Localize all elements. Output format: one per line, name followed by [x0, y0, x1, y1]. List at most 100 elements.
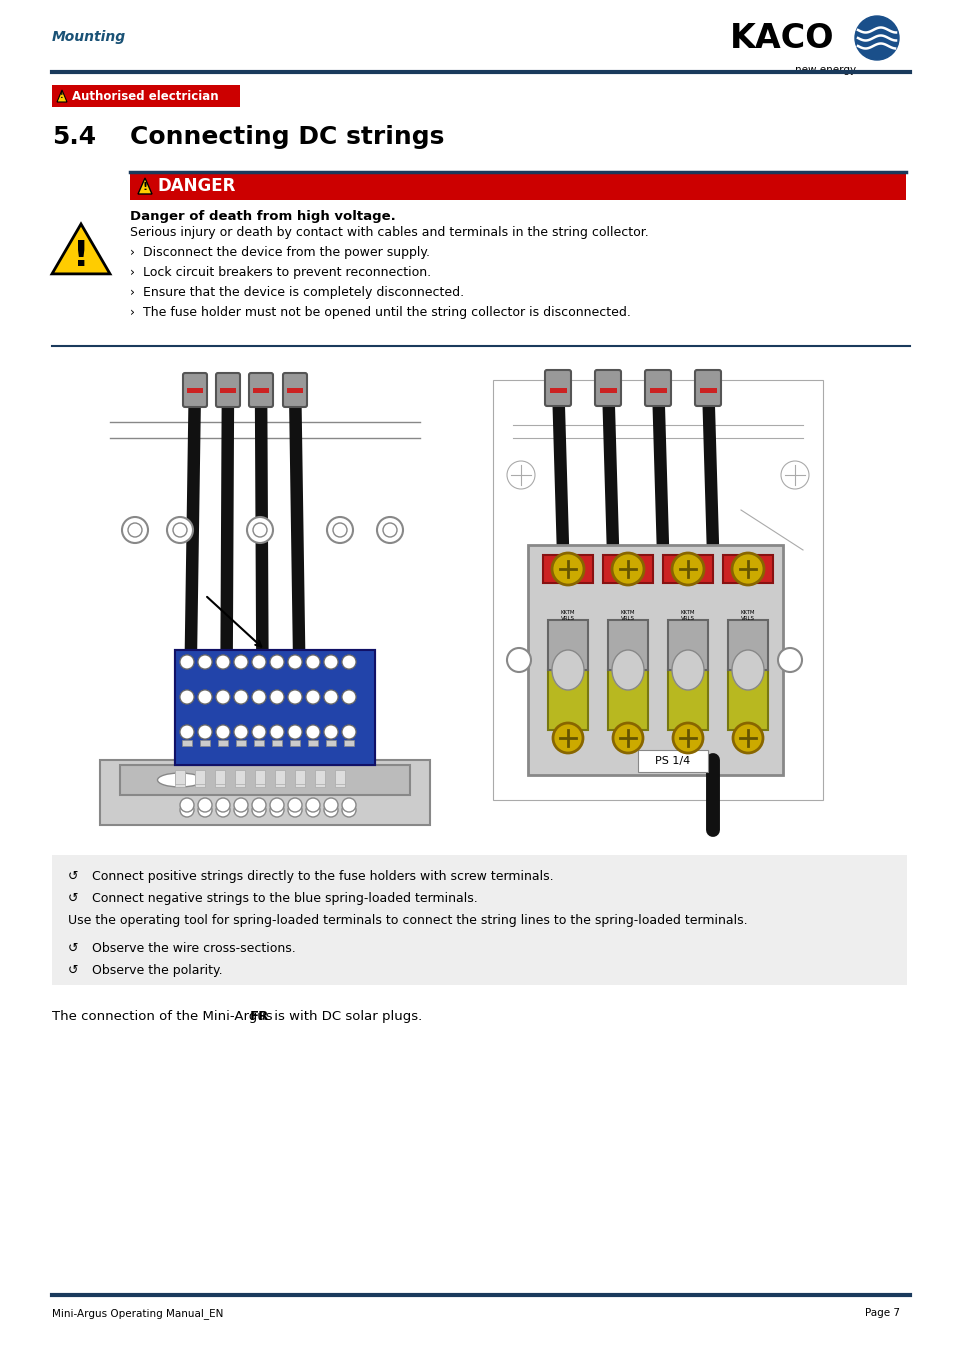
FancyBboxPatch shape: [542, 555, 593, 583]
FancyBboxPatch shape: [254, 769, 265, 784]
FancyBboxPatch shape: [314, 774, 325, 787]
Circle shape: [288, 690, 302, 703]
Polygon shape: [57, 90, 67, 103]
Circle shape: [506, 648, 531, 672]
FancyBboxPatch shape: [547, 620, 587, 670]
FancyBboxPatch shape: [294, 774, 305, 787]
Text: Page 7: Page 7: [864, 1308, 899, 1318]
Circle shape: [252, 690, 266, 703]
Circle shape: [198, 690, 212, 703]
Text: The connection of the Mini-Argus: The connection of the Mini-Argus: [52, 1010, 276, 1023]
FancyBboxPatch shape: [274, 769, 285, 784]
Text: DANGER: DANGER: [158, 177, 236, 194]
Circle shape: [671, 554, 703, 585]
Circle shape: [306, 798, 319, 811]
Text: ↺: ↺: [68, 869, 78, 883]
Text: new energy.: new energy.: [794, 65, 857, 76]
Circle shape: [324, 725, 337, 738]
FancyBboxPatch shape: [100, 760, 430, 825]
Circle shape: [253, 522, 267, 537]
Text: is with DC solar plugs.: is with DC solar plugs.: [270, 1010, 422, 1023]
Text: Connecting DC strings: Connecting DC strings: [130, 126, 444, 148]
Ellipse shape: [731, 649, 763, 690]
Circle shape: [270, 690, 284, 703]
Circle shape: [731, 554, 763, 585]
Circle shape: [306, 803, 319, 817]
FancyBboxPatch shape: [649, 387, 666, 393]
Circle shape: [247, 517, 273, 543]
Ellipse shape: [671, 649, 703, 690]
Circle shape: [215, 690, 230, 703]
Circle shape: [233, 798, 248, 811]
Circle shape: [306, 655, 319, 670]
Circle shape: [324, 690, 337, 703]
Circle shape: [233, 655, 248, 670]
FancyBboxPatch shape: [667, 620, 707, 670]
FancyBboxPatch shape: [722, 555, 772, 583]
Circle shape: [341, 690, 355, 703]
Circle shape: [128, 522, 142, 537]
Circle shape: [233, 803, 248, 817]
Text: Observe the wire cross-sections.: Observe the wire cross-sections.: [91, 942, 295, 954]
Text: !: !: [142, 182, 148, 192]
FancyBboxPatch shape: [174, 769, 185, 784]
Text: !: !: [60, 92, 64, 100]
Text: KKTM
VRLS: KKTM VRLS: [560, 610, 575, 621]
FancyBboxPatch shape: [287, 387, 303, 393]
Circle shape: [252, 655, 266, 670]
Circle shape: [341, 690, 355, 703]
FancyBboxPatch shape: [194, 769, 205, 784]
Circle shape: [252, 798, 266, 811]
Circle shape: [198, 690, 212, 703]
Circle shape: [333, 522, 347, 537]
FancyBboxPatch shape: [667, 670, 707, 730]
FancyBboxPatch shape: [727, 620, 767, 670]
FancyBboxPatch shape: [249, 373, 273, 406]
Circle shape: [180, 803, 193, 817]
Circle shape: [613, 724, 642, 753]
Circle shape: [215, 655, 230, 670]
Circle shape: [172, 522, 187, 537]
FancyBboxPatch shape: [602, 555, 652, 583]
Circle shape: [215, 803, 230, 817]
Circle shape: [288, 655, 302, 670]
Text: Observe the polarity.: Observe the polarity.: [91, 964, 222, 977]
FancyBboxPatch shape: [52, 855, 906, 985]
Circle shape: [288, 798, 302, 811]
FancyBboxPatch shape: [314, 769, 325, 784]
Circle shape: [306, 725, 319, 738]
Circle shape: [198, 725, 212, 738]
Circle shape: [233, 725, 248, 738]
FancyBboxPatch shape: [662, 555, 712, 583]
Text: Mounting: Mounting: [52, 30, 126, 45]
Text: FR: FR: [250, 1010, 269, 1023]
FancyBboxPatch shape: [254, 774, 265, 787]
FancyBboxPatch shape: [700, 387, 717, 393]
Text: ›  Disconnect the device from the power supply.: › Disconnect the device from the power s…: [130, 246, 430, 259]
Circle shape: [233, 725, 248, 738]
FancyBboxPatch shape: [274, 774, 285, 787]
FancyBboxPatch shape: [120, 765, 410, 795]
Circle shape: [233, 690, 248, 703]
Circle shape: [382, 522, 396, 537]
Circle shape: [270, 725, 284, 738]
FancyBboxPatch shape: [638, 751, 707, 772]
Circle shape: [324, 690, 337, 703]
FancyBboxPatch shape: [235, 740, 246, 747]
Text: Authorised electrician: Authorised electrician: [71, 89, 218, 103]
FancyBboxPatch shape: [214, 774, 225, 787]
Circle shape: [270, 725, 284, 738]
Circle shape: [270, 798, 284, 811]
Circle shape: [306, 690, 319, 703]
FancyBboxPatch shape: [183, 373, 207, 406]
Circle shape: [324, 655, 337, 670]
Text: ›  Lock circuit breakers to prevent reconnection.: › Lock circuit breakers to prevent recon…: [130, 266, 431, 279]
Circle shape: [198, 803, 212, 817]
FancyBboxPatch shape: [234, 769, 245, 784]
Circle shape: [553, 724, 582, 753]
Circle shape: [341, 655, 355, 670]
Circle shape: [198, 655, 212, 670]
Circle shape: [288, 803, 302, 817]
FancyBboxPatch shape: [220, 387, 235, 393]
Circle shape: [324, 725, 337, 738]
